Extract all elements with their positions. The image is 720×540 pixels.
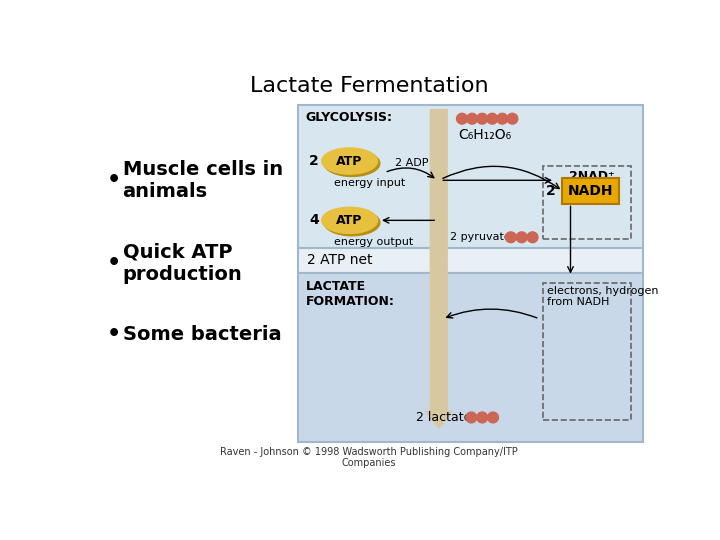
Text: Quick ATP
production: Quick ATP production [122, 243, 243, 284]
Text: electrons, hydrogen
from NADH: electrons, hydrogen from NADH [547, 286, 659, 307]
Circle shape [477, 113, 487, 124]
Circle shape [467, 113, 477, 124]
Circle shape [507, 113, 518, 124]
Text: energy output: energy output [334, 237, 413, 247]
Circle shape [516, 232, 527, 242]
Text: 2 ATP net: 2 ATP net [307, 253, 372, 267]
Text: Lactate Fermentation: Lactate Fermentation [250, 76, 488, 96]
Circle shape [505, 232, 516, 242]
Text: 2 ADP: 2 ADP [395, 158, 428, 168]
Text: 2NAD⁺: 2NAD⁺ [570, 170, 615, 183]
Circle shape [477, 412, 487, 423]
Polygon shape [297, 248, 644, 273]
Polygon shape [297, 273, 644, 442]
Text: GLYCOLYSIS:: GLYCOLYSIS: [305, 111, 392, 124]
Text: C₆H₁₂O₆: C₆H₁₂O₆ [459, 128, 512, 142]
Text: 4: 4 [309, 213, 319, 227]
Circle shape [527, 232, 538, 242]
FancyArrow shape [426, 110, 452, 428]
Text: LACTATE
FORMATION:: LACTATE FORMATION: [305, 280, 395, 308]
Text: 2 lactate: 2 lactate [415, 411, 471, 424]
Circle shape [456, 113, 467, 124]
Ellipse shape [324, 210, 380, 236]
Text: Muscle cells in
animals: Muscle cells in animals [122, 160, 283, 201]
Text: ATP: ATP [336, 214, 363, 227]
Text: •: • [107, 170, 121, 190]
Text: •: • [107, 325, 121, 345]
Ellipse shape [322, 207, 377, 233]
Ellipse shape [322, 148, 377, 174]
Circle shape [497, 113, 508, 124]
Text: ATP: ATP [336, 154, 363, 167]
Text: •: • [107, 253, 121, 273]
Text: NADH: NADH [568, 184, 613, 198]
Text: Some bacteria: Some bacteria [122, 325, 282, 344]
Text: 2: 2 [309, 154, 319, 168]
Text: 2: 2 [546, 184, 555, 198]
Text: Raven - Johnson © 1998 Wadsworth Publishing Company/ITP
Companies: Raven - Johnson © 1998 Wadsworth Publish… [220, 447, 518, 468]
Circle shape [487, 412, 498, 423]
FancyBboxPatch shape [562, 178, 619, 204]
Circle shape [487, 113, 498, 124]
Text: energy input: energy input [334, 178, 405, 188]
Circle shape [466, 412, 477, 423]
Text: 2 pyruvate: 2 pyruvate [451, 232, 511, 242]
Ellipse shape [324, 150, 380, 177]
Polygon shape [297, 105, 644, 248]
